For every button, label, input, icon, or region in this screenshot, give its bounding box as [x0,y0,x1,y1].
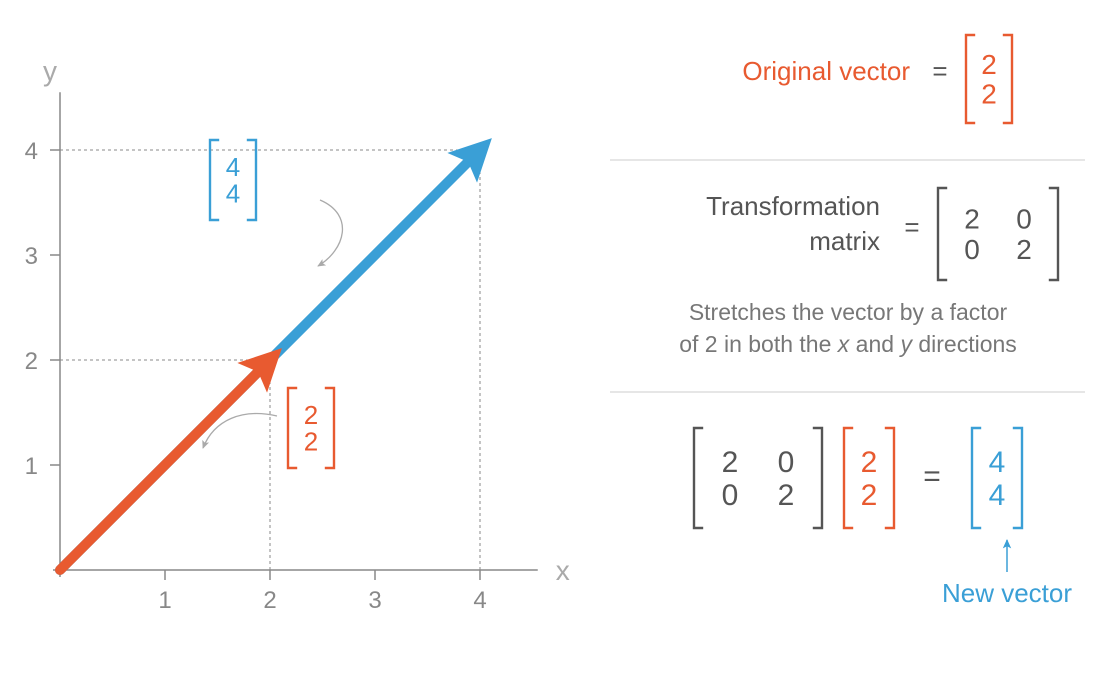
matrix-cell: 0 [964,234,980,265]
matrix-cell: 0 [778,446,795,479]
transformation-label-line1: Transformation [706,191,880,221]
matrix-cell: 0 [722,479,739,512]
x-tick-label: 3 [368,587,381,614]
matrix-cell: 2 [964,203,980,234]
matrix-cell: 2 [861,479,878,512]
vector-original-arrow [60,360,270,570]
matrix-cell: 2 [1016,234,1032,265]
description-line1: Stretches the vector by a factor [689,299,1008,325]
equation-panel: Original vector = 22 Transformation matr… [610,35,1085,608]
matrix-cell: 4 [989,446,1006,479]
matrix-cell: 2 [304,426,318,456]
y-tick-label: 3 [25,243,38,270]
original-vector-label: Original vector [742,56,910,86]
matrix-transformation: 2002 [938,188,1058,280]
matrix-original-vector: 22 [966,35,1012,123]
matrix: 44 [210,140,256,220]
y-tick-label: 4 [25,138,38,165]
matrix: 22 [966,35,1012,123]
matrix-cell: 2 [861,446,878,479]
x-tick-label: 2 [263,587,276,614]
equals-sign: = [904,212,919,242]
y-tick-label: 1 [25,453,38,480]
matrix-cell: 2 [981,49,997,80]
description-line2: of 2 in both the x and y directions [679,331,1017,357]
pointer-arrow-icon [318,200,342,266]
matrix-cell: 2 [778,479,795,512]
matrix: 22 [844,428,894,528]
vector-chart: 1 2 3 4 1 2 3 4 x y [25,55,570,614]
matrix: 44 [972,428,1022,528]
y-axis-label: y [43,55,57,86]
diagram-root: 12341234xy 4422 Original vector = 22 Tra… [0,0,1120,694]
equals-sign: = [923,460,941,493]
x-tick-label: 4 [473,587,486,614]
x-axis-label: x [556,555,570,586]
matrix-transform-inline: 2002 [694,428,822,528]
matrix-cell: 2 [304,400,318,430]
transformation-label-line2: matrix [809,226,880,256]
matrix-result-vec: 44 [972,428,1022,528]
matrix: 2002 [694,428,822,528]
matrix-cell: 2 [981,78,997,109]
matrix: 22 [288,388,334,468]
equals-sign: = [932,56,947,86]
matrix-cell: 0 [1016,203,1032,234]
matrix-cell: 4 [989,479,1006,512]
x-tick-label: 1 [158,587,171,614]
matrix-cell: 2 [722,446,739,479]
matrix-vec22-inline: 22 [844,428,894,528]
new-vector-label: New vector [942,578,1072,608]
matrix-cell: 4 [226,152,240,182]
y-tick-label: 2 [25,348,38,375]
matrix-cell: 4 [226,178,240,208]
matrix: 2002 [938,188,1058,280]
